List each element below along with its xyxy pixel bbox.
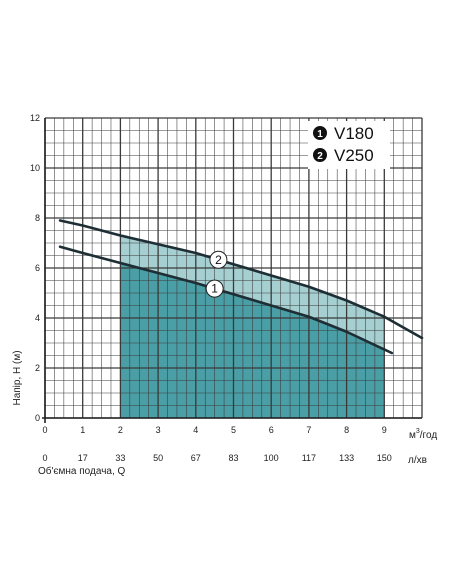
x-tick-label: 9 — [382, 425, 387, 435]
curve-marker-1 — [205, 279, 224, 298]
y-axis-label: Напір, Н (м) — [12, 350, 23, 405]
x-unit-secondary: л/хв — [408, 455, 427, 466]
x-unit-primary: м3/год — [409, 428, 437, 441]
x-tick-label: 6 — [269, 425, 274, 435]
x-tick-label-secondary: 17 — [78, 453, 88, 463]
legend-marker-1 — [313, 126, 327, 140]
legend-label-V250: V250 — [334, 146, 374, 165]
x-tick-label-secondary: 0 — [42, 453, 47, 463]
x-tick-label: 0 — [42, 425, 47, 435]
x-tick-label-secondary: 33 — [115, 453, 125, 463]
curve-marker-2 — [209, 250, 228, 269]
y-tick-label: 6 — [35, 263, 40, 273]
y-tick-label: 12 — [30, 113, 40, 123]
x-tick-label: 2 — [118, 425, 123, 435]
y-tick-label: 2 — [35, 363, 40, 373]
legend: 1 V180 2 V250 — [308, 121, 390, 169]
x-tick-label: 8 — [344, 425, 349, 435]
legend-marker-number: 1 — [317, 129, 323, 140]
curve-marker-label-1: 1 — [211, 282, 218, 296]
x-tick-label-secondary: 67 — [191, 453, 201, 463]
series-line-V250 — [58, 219, 424, 340]
x-tick-label-secondary: 117 — [302, 453, 316, 463]
y-tick-label: 8 — [35, 213, 40, 223]
legend-label-V180: V180 — [334, 124, 374, 143]
x-tick-label: 4 — [193, 425, 198, 435]
x-axis-label: Об'ємна подача, Q — [38, 465, 126, 477]
y-tick-label: 10 — [30, 163, 40, 173]
x-tick-label: 7 — [306, 425, 311, 435]
y-tick-label: 0 — [35, 413, 40, 423]
curve-markers: 12 — [205, 250, 228, 298]
legend-marker-number: 2 — [317, 151, 323, 162]
curve-marker-label-2: 2 — [215, 253, 222, 267]
legend-marker-2 — [313, 148, 327, 162]
x-tick-label-secondary: 100 — [264, 453, 279, 463]
x-unit-primary-sup: 3 — [416, 428, 420, 435]
x-tick-label: 1 — [80, 425, 85, 435]
x-tick-label-secondary: 83 — [228, 453, 238, 463]
x-tick-label-secondary: 50 — [153, 453, 163, 463]
x-tick-label: 5 — [231, 425, 236, 435]
x-unit-primary-rest: /год — [420, 430, 438, 441]
x-tick-label-secondary: 133 — [339, 453, 354, 463]
x-unit-primary-base: м — [409, 430, 416, 441]
x-tick-label: 3 — [156, 425, 161, 435]
x-tick-label-secondary: 150 — [377, 453, 392, 463]
y-tick-label: 4 — [35, 313, 40, 323]
